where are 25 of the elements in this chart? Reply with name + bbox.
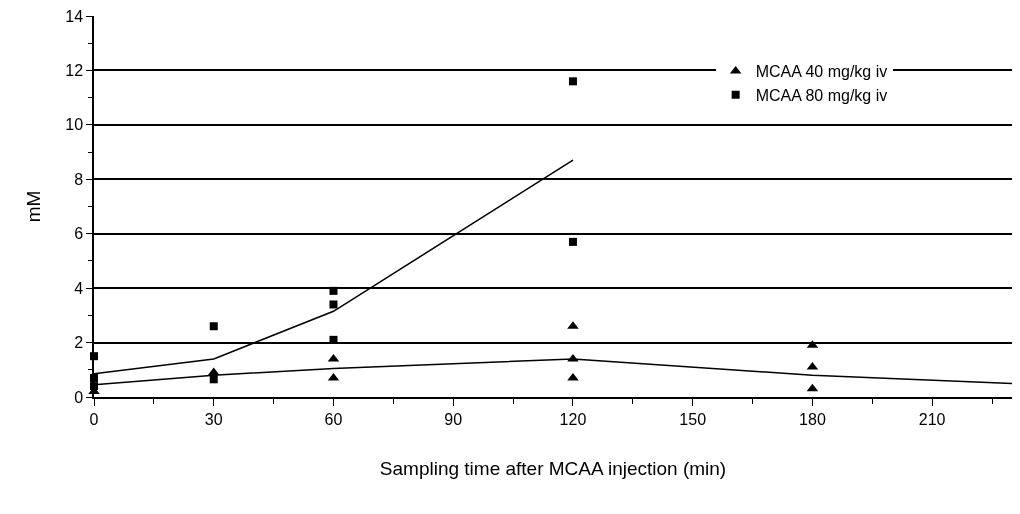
point bbox=[329, 300, 338, 309]
x-tick-label: 0 bbox=[89, 410, 99, 428]
y-tick-label: 10 bbox=[65, 116, 84, 134]
y-tick-label: 14 bbox=[65, 7, 84, 25]
y-tick-label: 12 bbox=[65, 62, 84, 80]
y-tick-label: 2 bbox=[74, 334, 84, 352]
point bbox=[568, 237, 577, 246]
legend-label: MCAA 40 mg/kg iv bbox=[755, 63, 888, 81]
x-tick-label: 60 bbox=[324, 410, 343, 428]
y-tick-label: 4 bbox=[74, 279, 84, 297]
y-tick-label: 0 bbox=[74, 388, 84, 406]
y-axis-title: mM bbox=[22, 190, 44, 223]
y-tick-label: 8 bbox=[74, 170, 84, 188]
x-tick-label: 180 bbox=[799, 410, 826, 428]
legend-label: MCAA 80 mg/kg iv bbox=[755, 87, 888, 105]
point bbox=[568, 77, 577, 86]
x-axis-title: Sampling time after MCAA injection (min) bbox=[379, 458, 727, 480]
x-tick-label: 210 bbox=[918, 410, 946, 428]
point bbox=[209, 322, 218, 331]
point bbox=[329, 286, 338, 295]
x-tick-label: 90 bbox=[444, 410, 463, 428]
x-tick-label: 120 bbox=[559, 410, 587, 428]
x-tick-label: 150 bbox=[679, 410, 707, 428]
x-tick-label: 30 bbox=[204, 410, 223, 428]
y-tick-label: 6 bbox=[74, 225, 84, 243]
